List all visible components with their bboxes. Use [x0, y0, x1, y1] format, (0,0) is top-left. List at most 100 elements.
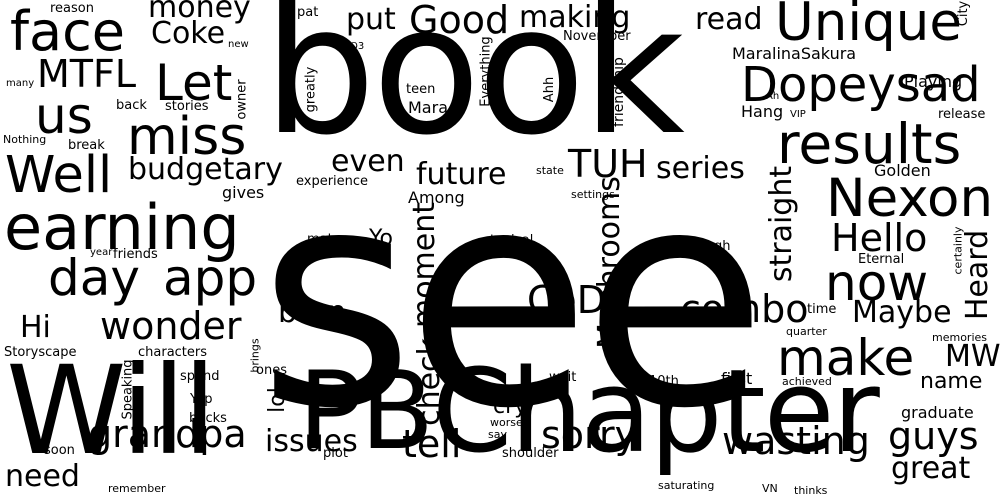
word: many: [6, 78, 35, 89]
word: City: [956, 0, 972, 27]
word: PB: [298, 349, 434, 474]
word: characters: [138, 345, 208, 360]
word: series: [656, 151, 745, 186]
word: Good: [409, 0, 510, 42]
word: us: [35, 87, 93, 145]
word: name: [920, 369, 983, 394]
word: shoulder: [502, 446, 559, 461]
word: money: [148, 0, 251, 25]
word: reason: [50, 1, 94, 16]
word: need: [5, 459, 80, 494]
word: wait: [549, 370, 577, 385]
word: bucks: [189, 411, 227, 426]
word: make: [777, 329, 915, 387]
word: typical: [490, 233, 534, 248]
word: owner: [234, 79, 250, 120]
word: VN: [762, 482, 778, 495]
word: Mara: [408, 98, 448, 117]
word: release: [938, 107, 986, 122]
word: gives: [222, 183, 265, 202]
word: wasting: [722, 419, 870, 463]
word: saturating: [658, 479, 715, 492]
word: graduate: [901, 403, 974, 422]
word: combo: [680, 287, 809, 331]
word: break: [68, 138, 105, 153]
word: worse: [490, 416, 523, 429]
word: budgetary: [128, 152, 283, 187]
word: spend: [180, 369, 220, 384]
word: market: [507, 317, 547, 330]
word: Unique: [775, 0, 962, 53]
word: Well: [5, 146, 113, 205]
word: Chapter: [432, 345, 880, 479]
word: MW: [945, 339, 1000, 374]
word: November: [563, 29, 631, 44]
word: Yep: [190, 392, 213, 407]
word: teen: [406, 82, 436, 97]
word: year: [90, 247, 113, 258]
word: Yo: [369, 226, 393, 251]
word: Although: [672, 239, 731, 254]
word: put: [346, 2, 396, 37]
word: future: [416, 157, 507, 192]
word: remember: [108, 482, 166, 495]
word: stories: [165, 99, 209, 114]
word: pat: [297, 5, 319, 20]
word: results: [777, 112, 962, 176]
word: Dopeysad: [741, 57, 981, 113]
word: time: [807, 302, 837, 317]
word: Let: [155, 54, 233, 112]
word: greatly: [303, 66, 319, 113]
word: wonder: [100, 304, 242, 348]
word: back: [116, 98, 147, 113]
word: Golden: [874, 161, 931, 180]
word: first: [721, 369, 753, 388]
word: earning: [4, 191, 240, 264]
word: miss: [127, 107, 247, 167]
word: thinks: [794, 484, 828, 497]
word: read: [695, 2, 763, 37]
word: Hello: [831, 216, 928, 260]
word: mature: [307, 232, 355, 247]
word: book: [263, 0, 685, 174]
word: app: [163, 249, 258, 307]
word: issues: [265, 424, 358, 459]
word: plot: [323, 446, 348, 461]
word: VIP: [790, 109, 806, 120]
word: Heard: [960, 229, 996, 321]
word: Storyscape: [4, 345, 77, 360]
word: friends: [113, 247, 158, 262]
word: Q3: [350, 41, 365, 52]
word: Nothing: [3, 133, 47, 146]
word: Everything: [478, 36, 494, 107]
word: 10th: [649, 374, 679, 389]
word: ones: [256, 363, 287, 378]
word: Coke: [151, 16, 226, 51]
word: grandpa: [88, 412, 247, 456]
word: achieved: [782, 375, 832, 388]
word: certainly: [951, 226, 965, 275]
word: sorry: [541, 413, 638, 457]
word: CoD: [527, 278, 607, 322]
word: Nexon: [826, 168, 994, 229]
word: MaralinaSakura: [732, 44, 857, 63]
word: see: [258, 125, 767, 474]
word: check: [411, 338, 447, 426]
word: Speaking: [120, 359, 136, 420]
word: quarter: [786, 325, 827, 338]
word: Ah: [766, 91, 780, 102]
word: cry: [493, 394, 528, 419]
word: TUH: [568, 142, 648, 186]
word: guys: [888, 414, 979, 458]
word: great: [891, 451, 971, 486]
word: Playing: [904, 72, 963, 91]
word: straight: [764, 165, 800, 283]
word: memories: [932, 331, 988, 344]
word: experience: [296, 174, 369, 189]
word: Hang: [741, 102, 784, 121]
word: born: [278, 295, 347, 330]
word: Ahh: [542, 76, 558, 103]
word: lol: [264, 387, 290, 413]
word: soon: [44, 443, 75, 458]
